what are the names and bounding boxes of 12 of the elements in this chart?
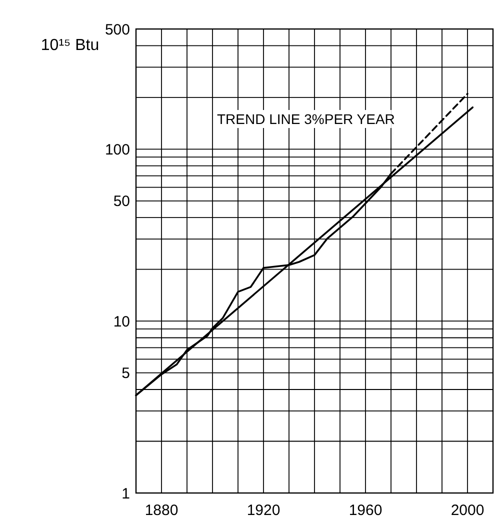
annotation: TREND LINE 3%PER YEAR bbox=[217, 111, 395, 127]
x-tick-label: 2000 bbox=[450, 502, 484, 519]
y-tick-label: 100 bbox=[104, 141, 130, 158]
y-tick-label: 5 bbox=[122, 365, 130, 382]
y-tick-label: 500 bbox=[104, 21, 130, 38]
x-tick-label: 1920 bbox=[246, 502, 280, 519]
y-tick-label: 1 bbox=[122, 485, 130, 502]
x-tick-label: 1880 bbox=[144, 502, 178, 519]
y-tick-label: 10 bbox=[113, 313, 130, 330]
x-tick-label: 1960 bbox=[348, 502, 382, 519]
y-axis-title: 10¹⁵ Btu bbox=[40, 37, 100, 54]
y-tick-label: 50 bbox=[113, 193, 130, 210]
